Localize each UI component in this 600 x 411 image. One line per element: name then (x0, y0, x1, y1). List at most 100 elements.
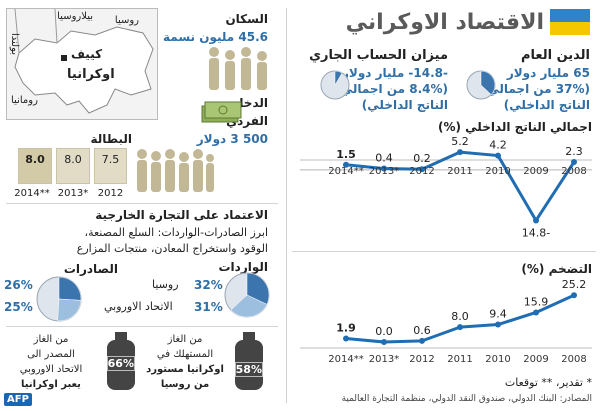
imports-eu-value: 31% (194, 300, 223, 314)
exports-russia-value: 26% (4, 278, 33, 292)
data-point-2012 (419, 166, 425, 173)
data-label-2008: 25.2 (562, 278, 587, 291)
data-label-2010: 9.4 (489, 308, 507, 321)
tick-label-2011: 2011 (447, 354, 472, 365)
data-point-2010 (495, 321, 501, 328)
income-label-line1: الدخل (233, 96, 268, 110)
ukraine-flag-icon (550, 9, 590, 35)
exports-eu-value: 25% (4, 300, 33, 314)
tick-label-*2013: *2013 (369, 166, 399, 177)
pie-slice-eu (230, 294, 268, 318)
column-divider (286, 8, 287, 403)
people-icon (209, 47, 267, 90)
exports-pie (36, 276, 82, 322)
tick-label-**2014: **2014 (328, 166, 363, 177)
pie-slice-current-account (334, 70, 343, 86)
divider (6, 326, 278, 327)
kiev-marker-icon (61, 55, 67, 61)
imports-russia-label: روسيا (152, 278, 179, 291)
data-point-*2013 (381, 339, 387, 345)
map-label-romania: رومانيا (11, 95, 38, 106)
tick-label-*2013: *2013 (369, 354, 399, 365)
data-label-2009: 15.9 (524, 295, 549, 308)
data-label-2010: 4.2 (489, 139, 507, 152)
public-debt-line3: الناتج الداخلي) (503, 98, 590, 112)
data-point-2009 (533, 309, 539, 316)
tick-label-2010: 2010 (485, 354, 510, 365)
map-label-kiev: كييف (71, 47, 103, 61)
trade-desc-line1: ابرز الصادرات-الواردات: السلع المصنعة، (84, 226, 268, 239)
crowd-icon (137, 149, 214, 192)
data-point-*2013 (381, 165, 387, 172)
map: روسيا بيلاروسيا بولندا كييف اوكرانيا روم… (6, 8, 158, 120)
tick-label-2012: 2012 (409, 354, 434, 365)
tick-label-2012: 2012 (409, 166, 434, 177)
data-label-2011: 5.2 (451, 136, 469, 148)
data-label-2009: -14.8 (522, 226, 551, 239)
public-debt-pie (466, 70, 496, 100)
tick-label-2008: 2008 (561, 166, 586, 177)
public-debt-line1: 65 مليار دولار (506, 66, 590, 80)
imports-label: الواردات (218, 260, 269, 274)
map-shape (14, 9, 154, 114)
data-label-2011: 8.0 (451, 310, 469, 323)
population-value: 45.6 مليون نسمة (163, 30, 268, 44)
unemployment-year-2013: *2013 (57, 188, 89, 199)
unemployment-bar-2012: 7.5 (94, 148, 127, 184)
public-debt-label: الدين العام (520, 48, 590, 63)
data-point-2011 (457, 149, 463, 156)
gas-right-text: من الغاز المستهلك في اوكرانيا مستورد من روس… (146, 334, 224, 390)
current-account-line3: الناتج الداخلي) (361, 98, 448, 112)
unemployment-bar-2014: 8.0 (18, 148, 52, 184)
map-label-belarus: بيلاروسيا (57, 11, 93, 22)
data-label-*2013: 0.0 (375, 325, 393, 338)
data-point-2009 (533, 217, 539, 224)
public-debt-line2: (37% من اجمالي (487, 82, 590, 96)
footnote: * تقدير، ** توقعات (504, 376, 592, 389)
tick-label-**2014: **2014 (328, 354, 363, 365)
banknotes-icon (201, 101, 242, 123)
unemployment-year-2014: **2014 (14, 188, 50, 199)
income-value: 500 3 دولار (196, 132, 268, 146)
trade-desc-line2: الوقود واستخراج المعادن، منتجات المزارع (76, 242, 268, 255)
gas-left-pct: 66% (107, 356, 135, 371)
data-label-2012: 0.6 (413, 324, 431, 337)
imports-eu-label: الاتحاد الاوروبي (104, 300, 173, 313)
pie-slice-russia (58, 276, 82, 301)
tick-label-2009: 2009 (523, 354, 548, 365)
gas-right-pct: 58% (235, 362, 263, 377)
pie-slice-eu (57, 298, 82, 322)
divider (292, 251, 596, 252)
pie-slice-debt (480, 70, 496, 95)
map-label-ukraine: اوكرانيا (67, 67, 115, 82)
data-label-2008: 2.3 (565, 145, 583, 158)
inflation-chart: 25.2 2008 15.9 2009 9.4 2010 8.0 2011 0.6 2012 0.0… (300, 278, 592, 365)
data-point-2012 (419, 337, 425, 344)
imports-russia-value: 32% (194, 278, 223, 292)
unemployment-bar-2013: 8.0 (56, 148, 90, 184)
divider (6, 203, 278, 204)
afp-logo: AFP (4, 393, 32, 406)
data-label-2012: 0.2 (413, 152, 431, 165)
population-label: السكان (225, 12, 268, 26)
gdp-chart-title: اجمالي الناتج الداخلي (%) (437, 120, 592, 134)
current-account-pie (320, 70, 350, 100)
data-point-**2014 (343, 161, 349, 168)
inflation-chart-title: التضخم (%) (521, 262, 592, 276)
current-account-label: ميزان الحساب الجاري (309, 48, 448, 63)
data-label-*2013: 0.4 (375, 152, 393, 165)
tick-label-2011: 2011 (447, 166, 472, 177)
source-note: المصادر: البنك الدولي، صندوق النقد الدول… (341, 394, 592, 404)
data-point-2008 (571, 292, 577, 299)
data-point-**2014 (343, 335, 349, 342)
trade-title: الاعتماد على التجارة الخارجية (95, 208, 268, 222)
unemployment-label: البطالة (90, 132, 133, 146)
gas-cylinder-right-icon (235, 332, 263, 390)
imports-pie (224, 272, 270, 318)
tick-label-2010: 2010 (485, 166, 510, 177)
page-title: الاقتصاد الاوكراني (345, 10, 544, 35)
data-point-2011 (457, 324, 463, 331)
data-point-2010 (495, 152, 501, 159)
unemployment-year-2012: 2012 (97, 188, 124, 199)
